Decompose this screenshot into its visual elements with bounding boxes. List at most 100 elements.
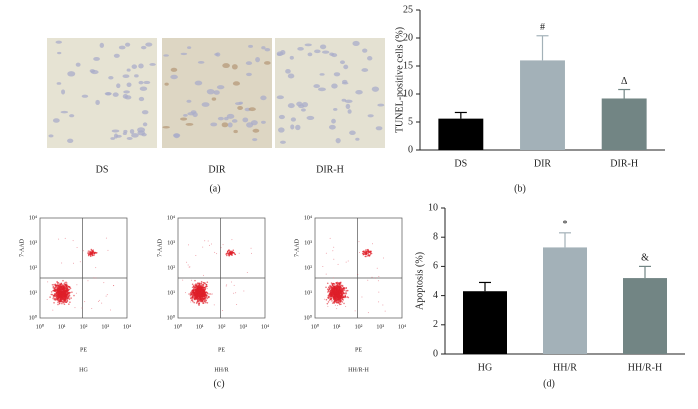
cell-nucleus	[221, 122, 229, 128]
cell-nucleus	[118, 45, 126, 50]
cell-nucleus	[261, 46, 266, 50]
event-dot	[331, 286, 334, 289]
event-dot	[87, 250, 90, 252]
event-dot	[51, 293, 54, 296]
event-dot	[338, 283, 341, 285]
event-dot	[206, 285, 208, 288]
event-dot	[326, 302, 329, 305]
event-dot	[69, 301, 71, 304]
event-dot	[203, 300, 206, 303]
cell-nucleus	[375, 126, 383, 131]
y-tick-label: 10³	[29, 240, 37, 246]
event-dot	[95, 267, 97, 269]
panel-caption: (c)	[213, 378, 224, 389]
cell-nucleus	[234, 102, 243, 106]
event-dot	[189, 266, 191, 268]
event-dot	[339, 299, 342, 301]
event-dot	[72, 262, 74, 264]
event-dot	[332, 250, 334, 252]
event-dot	[329, 284, 331, 287]
cell-nucleus	[187, 112, 195, 116]
event-dot	[59, 286, 61, 288]
event-dot	[363, 250, 365, 253]
event-dot	[339, 288, 341, 290]
event-dot	[333, 246, 335, 248]
event-dot	[337, 299, 339, 301]
event-dot	[343, 289, 346, 292]
y-tick-label: 2	[433, 319, 438, 330]
event-dot	[234, 253, 237, 256]
event-dot	[202, 284, 204, 287]
event-dot	[341, 285, 344, 288]
event-dot	[66, 299, 69, 302]
event-dot	[345, 306, 347, 308]
event-dot	[190, 299, 193, 302]
event-dot	[95, 252, 98, 254]
significance-mark: #	[540, 22, 545, 33]
cell-nucleus	[317, 87, 326, 92]
cell-nucleus	[287, 73, 295, 79]
event-dot	[186, 261, 188, 263]
x-tick-label: 10⁴	[123, 324, 131, 330]
event-dot	[206, 288, 208, 290]
cell-nucleus	[197, 61, 205, 64]
event-dot	[333, 294, 336, 297]
cell-nucleus	[126, 136, 133, 140]
cell-nucleus	[134, 74, 139, 78]
x-tick-label: 10⁰	[36, 323, 45, 330]
event-dot	[326, 282, 329, 285]
significance-mark: *	[563, 219, 568, 230]
cell-nucleus	[145, 42, 153, 47]
event-dot	[61, 297, 64, 299]
event-dot	[101, 302, 103, 304]
event-dot	[328, 288, 330, 290]
event-dot	[198, 283, 201, 286]
event-dot	[59, 288, 62, 290]
event-dot	[59, 295, 62, 297]
event-dot	[199, 292, 202, 295]
event-dot	[56, 294, 58, 296]
cell-nucleus	[237, 105, 243, 110]
event-dot	[207, 240, 209, 242]
event-dot	[202, 281, 205, 284]
cell-nucleus	[164, 82, 169, 86]
event-dot	[58, 290, 60, 293]
event-dot	[325, 286, 327, 289]
event-dot	[52, 309, 54, 311]
event-dot	[54, 293, 57, 296]
event-dot	[202, 274, 204, 276]
event-dot	[243, 290, 245, 292]
cell-nucleus	[349, 130, 356, 135]
event-dot	[89, 255, 91, 257]
event-dot	[203, 282, 206, 284]
event-dot	[107, 249, 109, 251]
panel-caption: (d)	[543, 378, 555, 389]
event-dot	[70, 297, 72, 299]
event-dot	[250, 247, 252, 249]
y-tick-label: 10¹	[29, 290, 37, 296]
event-dot	[325, 273, 327, 275]
event-dot	[214, 251, 216, 253]
event-dot	[328, 299, 331, 301]
event-dot	[57, 283, 59, 285]
event-dot	[88, 252, 90, 254]
cell-nucleus	[276, 53, 282, 56]
event-dot	[187, 264, 189, 266]
event-dot	[232, 249, 234, 251]
event-dot	[53, 298, 56, 300]
event-dot	[105, 295, 107, 297]
event-dot	[59, 291, 62, 294]
event-dot	[378, 301, 380, 303]
bar	[623, 278, 667, 354]
event-dot	[90, 249, 93, 251]
event-dot	[347, 260, 349, 262]
micrograph-label: DS	[96, 164, 109, 175]
event-dot	[229, 252, 231, 254]
event-dot	[56, 288, 59, 290]
event-dot	[336, 291, 338, 293]
event-dot	[198, 291, 201, 294]
event-dot	[103, 282, 105, 284]
event-dot	[226, 252, 228, 254]
cell-nucleus	[213, 90, 220, 95]
